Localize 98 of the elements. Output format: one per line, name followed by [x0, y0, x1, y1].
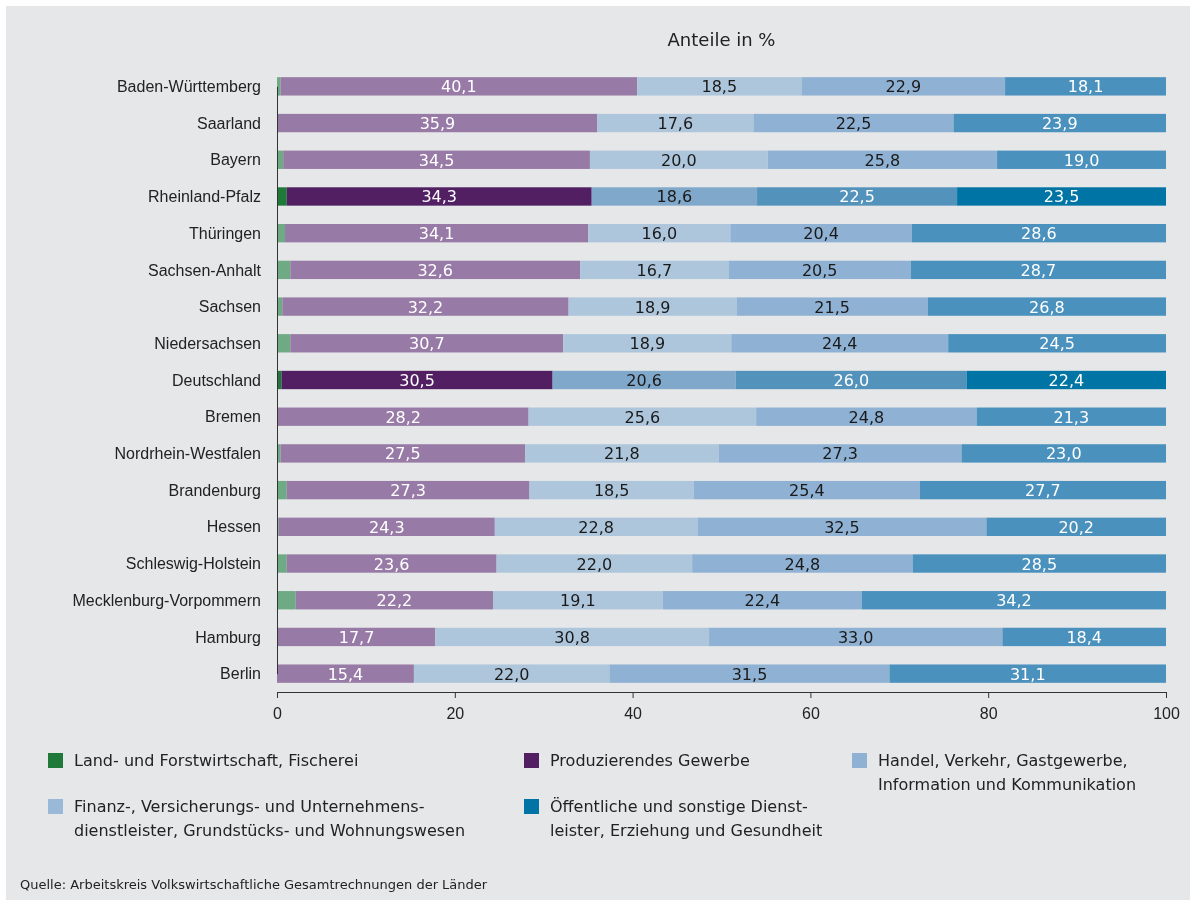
data-label: 26,0: [833, 371, 870, 390]
data-label: 24,4: [821, 334, 858, 354]
data-label: 31,1: [1009, 664, 1046, 684]
x-tick-label: 100: [1153, 704, 1180, 722]
data-label: 30,8: [554, 627, 590, 647]
x-tick-label: 0: [273, 704, 283, 722]
legend-label: Finanz-, Versicherungs- und Unternehmens- dienstleister, Grundstücks- und Wohnungswesen: [74, 797, 466, 840]
data-label: 25,6: [624, 407, 661, 427]
legend-label: Öffentliche und sonstige Dienst- leister, Erziehung und Gesundheit: [550, 797, 823, 840]
data-label: 18,9: [629, 334, 666, 354]
data-label: 26,8: [1029, 297, 1065, 317]
data-label: 18,5: [701, 77, 738, 97]
data-label: 20,6: [626, 371, 662, 390]
data-label: 32,6: [417, 260, 454, 280]
y-tick-label: Berlin: [220, 665, 261, 683]
data-label: 22,5: [839, 187, 875, 207]
y-tick-label: Deutschland: [172, 371, 261, 389]
data-label: 22,5: [835, 114, 872, 134]
data-label: 33,0: [837, 627, 874, 647]
data-label: 19,1: [560, 591, 596, 611]
data-label: 28,5: [1021, 554, 1058, 574]
data-label: 22,4: [744, 591, 781, 611]
data-label: 27,7: [1025, 481, 1061, 501]
data-label: 22,0: [576, 554, 613, 574]
data-label: 23,6: [373, 554, 410, 574]
data-label: 25,8: [864, 150, 901, 170]
x-tick-label: 20: [446, 704, 465, 722]
x-tick-label: 60: [802, 704, 820, 722]
y-tick-label: Baden-Württemberg: [116, 77, 261, 95]
y-tick-label: Sachsen-Anhalt: [148, 261, 262, 279]
x-tick-label: 80: [979, 704, 998, 722]
data-label: 32,2: [407, 297, 444, 317]
data-label: 27,3: [390, 481, 426, 501]
data-label: 34,5: [418, 150, 455, 170]
data-label: 21,3: [1053, 407, 1090, 427]
data-label: 19,0: [1063, 150, 1100, 170]
data-label: 20,4: [803, 224, 839, 244]
legend-label: Land- und Forstwirtschaft, Fischerei: [74, 751, 359, 770]
data-label: 24,8: [784, 554, 821, 574]
data-label: 22,8: [578, 517, 614, 537]
x-tick-label: 40: [624, 704, 643, 722]
data-label: 27,3: [822, 444, 858, 464]
data-label: 16,7: [636, 260, 673, 280]
y-tick-label: Thüringen: [188, 224, 261, 242]
data-label: 23,0: [1045, 444, 1082, 464]
y-tick-label: Hessen: [206, 518, 261, 536]
data-label: 23,5: [1043, 187, 1080, 207]
legend-label: Produzierendes Gewerbe: [550, 751, 750, 770]
data-label: 40,1: [440, 77, 477, 97]
y-tick-label: Bremen: [204, 408, 261, 426]
y-tick-label: Sachsen: [198, 298, 261, 316]
data-label: 32,5: [824, 517, 860, 537]
chart-title: Anteile in %: [667, 29, 776, 50]
data-label: 22,2: [376, 591, 413, 611]
data-label: 20,0: [661, 150, 697, 170]
data-label: 18,6: [656, 187, 693, 207]
data-label: 15,4: [327, 664, 364, 684]
y-tick-label: Rheinland-Pfalz: [148, 188, 261, 206]
data-label: 22,9: [885, 77, 922, 97]
data-label: 31,5: [731, 664, 768, 684]
data-label: 20,2: [1058, 517, 1095, 537]
y-tick-label: Saarland: [196, 114, 261, 132]
data-label: 20,5: [801, 260, 838, 280]
data-label: 28,6: [1021, 224, 1057, 244]
data-label: 30,5: [399, 371, 435, 390]
data-label: 35,9: [419, 114, 456, 134]
data-label: 22,4: [1048, 371, 1085, 390]
data-label: 24,8: [848, 407, 885, 427]
data-label: 34,2: [996, 591, 1032, 611]
source-note: Quelle: Arbeitskreis Volkswirtschaftliche Gesamtrechnungen der Länder: [20, 877, 488, 892]
data-label: 23,9: [1041, 114, 1078, 134]
data-label: 18,1: [1067, 77, 1104, 97]
data-label: 21,8: [604, 444, 640, 464]
y-tick-label: Brandenburg: [168, 481, 261, 499]
data-label: 27,5: [384, 444, 421, 464]
y-tick-label: Bayern: [210, 151, 261, 169]
data-label: 24,3: [368, 517, 405, 537]
data-label: 34,1: [418, 224, 455, 244]
data-label: 30,7: [408, 334, 445, 354]
y-tick-label: Nordrhein-Westfalen: [114, 445, 261, 463]
data-label: 28,7: [1020, 260, 1057, 280]
data-label: 18,5: [593, 481, 630, 501]
data-label: 34,3: [421, 187, 458, 207]
data-label: 16,0: [641, 224, 678, 244]
legend-label: Handel, Verkehr, Gastgewerbe, Information und Kommunikation: [878, 751, 1137, 794]
y-tick-label: Hamburg: [195, 628, 261, 646]
y-tick-label: Mecklenburg-Vorpommern: [72, 591, 261, 609]
data-label: 28,2: [385, 407, 422, 427]
data-label: 22,0: [493, 664, 530, 684]
data-label: 21,5: [814, 297, 850, 317]
data-label: 18,9: [634, 297, 671, 317]
y-tick-label: Schleswig-Holstein: [125, 555, 261, 573]
y-tick-label: Niedersachsen: [154, 334, 261, 352]
data-label: 17,6: [657, 114, 694, 134]
data-label: 18,4: [1066, 627, 1103, 647]
data-label: 25,4: [789, 481, 825, 501]
data-label: 17,7: [338, 627, 375, 647]
data-label: 24,5: [1039, 334, 1075, 354]
